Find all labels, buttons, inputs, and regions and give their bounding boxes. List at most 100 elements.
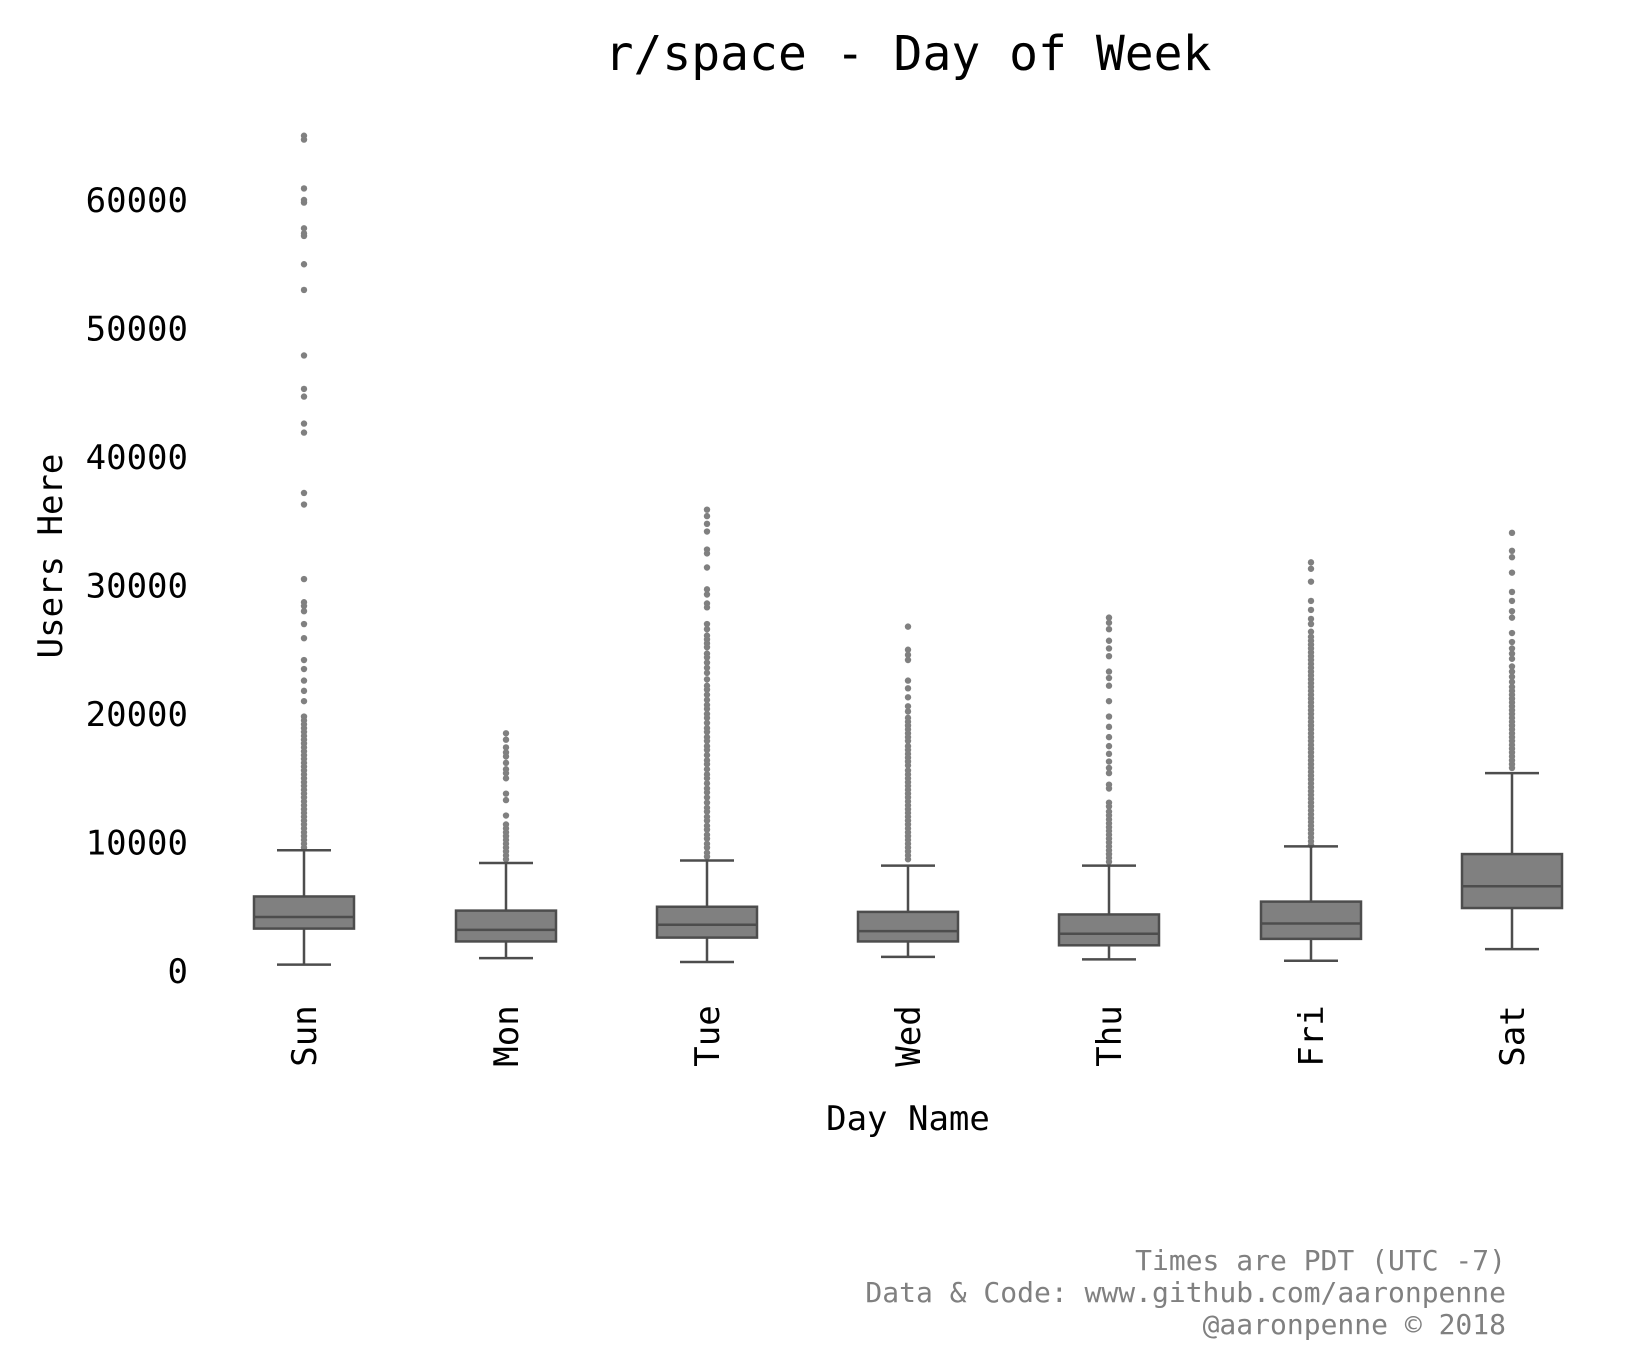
- outlier-point: [1307, 565, 1315, 572]
- outlier-point: [502, 736, 510, 743]
- y-tick-label: 50000: [86, 310, 188, 350]
- outlier-point: [703, 625, 711, 633]
- y-tick-label: 0: [168, 952, 188, 992]
- outlier-point: [502, 753, 510, 760]
- outlier-point: [1105, 733, 1113, 741]
- outlier-point: [703, 506, 711, 513]
- outlier-point: [1508, 588, 1516, 596]
- outlier-point: [1508, 569, 1516, 576]
- outlier-point: [703, 835, 711, 842]
- outlier-point: [1105, 645, 1113, 652]
- footer-source-credit: Data & Code: www.github.com/aaronpenne: [865, 1276, 1506, 1309]
- outlier-point: [1307, 559, 1315, 566]
- outlier-point: [904, 708, 912, 715]
- outlier-point: [703, 826, 711, 833]
- x-tick-label: Tue: [688, 1005, 728, 1066]
- y-axis-label: Users Here: [31, 454, 71, 659]
- y-tick-label: 10000: [86, 824, 188, 864]
- outlier-point: [1307, 578, 1315, 585]
- outlier-point: [1105, 758, 1113, 765]
- outlier-point: [1508, 629, 1516, 637]
- outlier-point: [1508, 645, 1516, 652]
- x-tick-label: Mon: [487, 1005, 527, 1066]
- outlier-point: [703, 550, 711, 557]
- outlier-point: [300, 225, 308, 232]
- outlier-point: [300, 232, 308, 240]
- outlier-point: [904, 856, 912, 863]
- box-group-sun: [252, 132, 356, 966]
- outlier-point: [904, 762, 912, 769]
- box-group-mon: [454, 730, 558, 960]
- iqr-box: [1057, 913, 1161, 947]
- outlier-point: [703, 746, 711, 754]
- outlier-point: [300, 185, 308, 192]
- outlier-point: [1105, 858, 1113, 865]
- outlier-point: [1105, 619, 1113, 626]
- outlier-point: [300, 385, 308, 393]
- outlier-point: [1307, 597, 1315, 605]
- footer-copyright: @aaronpenne © 2018: [1203, 1308, 1506, 1341]
- y-axis-ticks: 0 10000 20000 30000 40000 50000 60000: [86, 181, 188, 992]
- outlier-point: [1508, 764, 1516, 772]
- outlier-point: [300, 261, 308, 268]
- outlier-point: [703, 728, 711, 736]
- outlier-point: [502, 856, 510, 863]
- outlier-point: [703, 751, 711, 759]
- box-group-thu: [1057, 614, 1161, 961]
- outlier-point: [904, 623, 912, 630]
- x-tick-label: Fri: [1292, 1005, 1332, 1066]
- outlier-point: [1508, 554, 1516, 561]
- outlier-point: [703, 766, 711, 773]
- outlier-point: [1508, 650, 1516, 657]
- outlier-point: [1105, 674, 1113, 682]
- iqr-box: [252, 895, 356, 930]
- outlier-point: [502, 744, 510, 751]
- x-tick-label: Wed: [889, 1005, 929, 1066]
- outlier-point: [1105, 682, 1113, 689]
- outlier-point: [703, 620, 711, 628]
- outlier-point: [1307, 620, 1315, 628]
- outlier-point: [502, 790, 510, 797]
- iqr-box: [1259, 900, 1363, 941]
- y-tick-label: 20000: [86, 695, 188, 735]
- outlier-point: [703, 664, 711, 671]
- outlier-point: [502, 775, 510, 782]
- y-tick-label: 60000: [86, 181, 188, 221]
- outlier-point: [904, 656, 912, 664]
- outlier-point: [703, 760, 711, 768]
- outlier-point: [703, 586, 711, 593]
- footer-timezone-note: Times are PDT (UTC -7): [1135, 1244, 1506, 1277]
- outlier-point: [1508, 529, 1516, 537]
- outlier-point: [703, 669, 711, 677]
- outlier-point: [703, 705, 711, 713]
- outlier-point: [703, 719, 711, 727]
- outlier-point: [1508, 673, 1516, 680]
- outlier-point: [300, 489, 308, 497]
- outlier-point: [1508, 655, 1516, 662]
- outlier-point: [703, 528, 711, 535]
- outlier-point: [1105, 750, 1113, 758]
- x-axis-ticks: Sun Mon Tue Wed Thu Fri Sat: [285, 1005, 1533, 1066]
- outlier-point: [300, 286, 308, 294]
- iqr-box: [1460, 852, 1564, 910]
- x-tick-label: Sat: [1493, 1005, 1533, 1066]
- outlier-point: [703, 591, 711, 598]
- outlier-point: [1105, 785, 1113, 792]
- x-axis-label: Day Name: [826, 1099, 990, 1139]
- outlier-point: [703, 853, 711, 860]
- outlier-point: [1508, 614, 1516, 621]
- outlier-point: [904, 694, 912, 701]
- outlier-point: [1307, 615, 1315, 623]
- outlier-point: [502, 796, 510, 804]
- outlier-point: [703, 775, 711, 782]
- outlier-point: [703, 799, 711, 806]
- outlier-point: [904, 651, 912, 659]
- iqr-box: [856, 910, 960, 943]
- outlier-point: [1307, 628, 1315, 635]
- box-group-fri: [1259, 559, 1363, 962]
- outlier-point: [300, 665, 308, 673]
- outlier-point: [300, 420, 308, 427]
- outlier-point: [1105, 742, 1113, 750]
- outlier-point: [703, 654, 711, 661]
- outlier-point: [300, 697, 308, 705]
